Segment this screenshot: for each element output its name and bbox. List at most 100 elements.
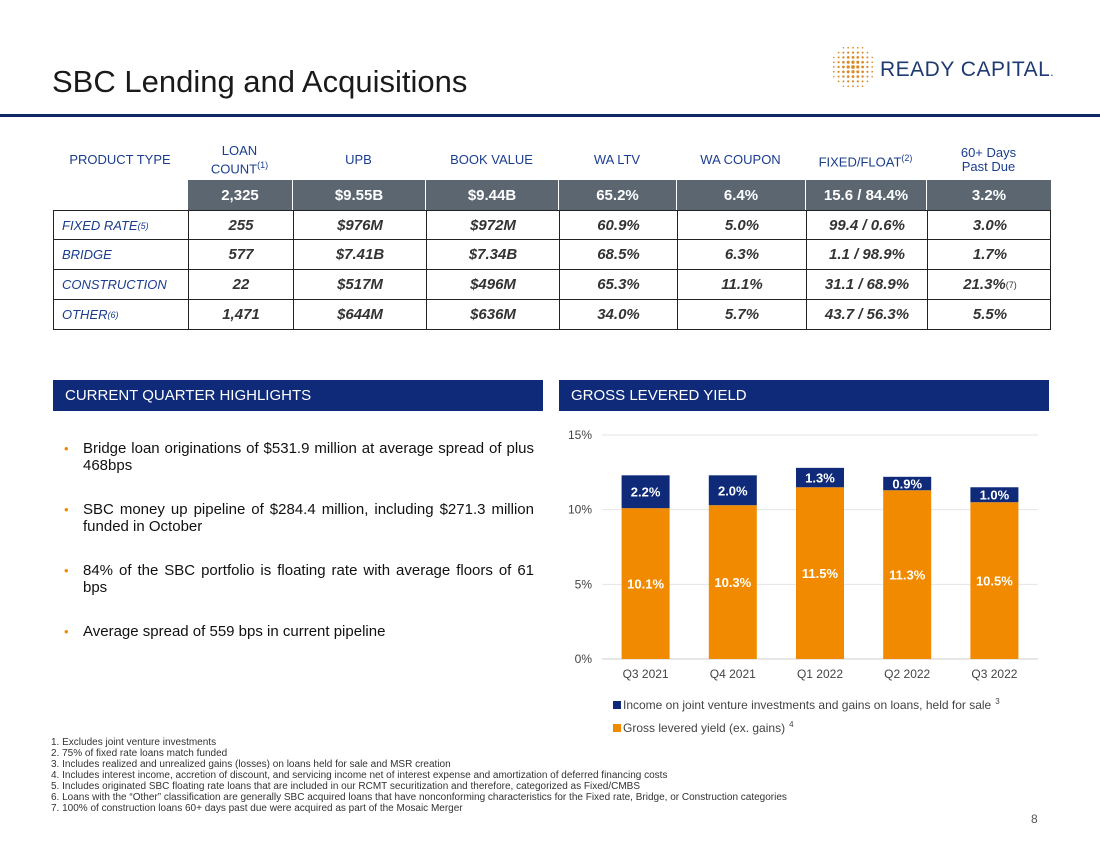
logo-dot xyxy=(837,80,840,83)
logo-dot xyxy=(856,51,859,54)
y-tick-label: 10% xyxy=(568,503,592,517)
logo-dot xyxy=(842,80,845,83)
highlights-list: • Bridge loan originations of $531.9 mill… xyxy=(64,440,534,667)
logo-dot xyxy=(837,56,840,59)
legend-footnote-ref: 4 xyxy=(789,720,794,729)
bar-jv-income xyxy=(708,475,757,506)
logo-dot xyxy=(846,56,850,59)
logo-dot xyxy=(842,75,845,78)
highlight-item: • Average spread of 559 bps in current pi… xyxy=(64,623,386,640)
logo-dot xyxy=(846,75,850,78)
data-label-gross-yield: 11.3% xyxy=(889,568,926,583)
logo-dot xyxy=(851,75,855,78)
total-cell: $9.55B xyxy=(292,180,425,210)
logo-dot xyxy=(837,65,840,69)
logo-dot xyxy=(856,46,859,49)
table-cell: 255 xyxy=(188,211,293,240)
x-tick-label: Q1 2022 xyxy=(797,667,843,681)
logo-dot xyxy=(847,85,850,88)
bullet-icon: • xyxy=(64,441,69,456)
table-cell: 1,471 xyxy=(188,300,293,329)
logo-dot xyxy=(861,51,864,54)
logo-text: READY CAPITAL. xyxy=(880,58,1055,81)
logo-dot xyxy=(837,51,840,54)
highlights-heading: CURRENT QUARTER HIGHLIGHTS xyxy=(53,380,543,411)
table-row: FIXED RATE (5) 255 $976M $972M 60.9% 5.0% 99.4 … xyxy=(53,210,1051,240)
page-title: SBC Lending and Acquisitions xyxy=(52,64,468,99)
logo-dot xyxy=(856,60,860,64)
logo-dot xyxy=(847,46,850,49)
footnote: 5. Includes originated SBC floating rate… xyxy=(51,781,641,792)
logo-dot xyxy=(871,61,874,64)
footnote: 2. 75% of fixed rate loans match funded xyxy=(51,748,228,759)
logo-dot xyxy=(851,60,855,64)
logo-dot xyxy=(846,65,850,69)
column-header-label: UPB xyxy=(345,152,372,167)
bar-jv-income xyxy=(970,487,1019,503)
logo-dot xyxy=(832,61,835,64)
bar-jv-income xyxy=(883,476,932,491)
data-label-jv-income: 0.9% xyxy=(892,477,922,492)
chart-svg: 0% 5% 10% 15% 10.1% 2.2% Q3 2021 10.3% 2.0% Q4 20… xyxy=(568,428,1038,735)
bar-gross-yield xyxy=(708,505,757,659)
logo-dot xyxy=(837,70,840,73)
logo-dot xyxy=(866,56,869,59)
logo-dot xyxy=(847,80,850,83)
table-cell: 5.7% xyxy=(677,300,806,329)
logo-dot xyxy=(861,75,864,78)
column-header: PRODUCT TYPE xyxy=(53,140,187,180)
highlight-item: • SBC money up pipeline of $284.4 million… xyxy=(64,501,534,535)
logo-dot xyxy=(842,70,845,74)
data-label-gross-yield: 11.5% xyxy=(802,566,839,581)
legend-label: Gross levered yield (ex. gains) xyxy=(623,721,785,735)
data-label-jv-income: 1.0% xyxy=(980,488,1010,503)
table-cell: $644M xyxy=(293,300,426,329)
legend-swatch xyxy=(613,701,621,709)
table-cell: 577 xyxy=(188,240,293,269)
data-label-jv-income: 2.2% xyxy=(631,485,661,500)
table-row: CONSTRUCTION 22 $517M $496M 65.3% 11.1% 31.1 /… xyxy=(53,270,1051,300)
logo-dot xyxy=(832,70,835,73)
table-row: OTHER (6) 1,471 $644M $636M 34.0% 5.7% 43.7 / 5… xyxy=(53,300,1051,330)
highlight-item: • Bridge loan originations of $531.9 mill… xyxy=(64,440,534,474)
logo-dot xyxy=(851,80,855,83)
table-cell: 99.4 / 0.6% xyxy=(806,211,927,240)
logo-dot xyxy=(842,85,845,87)
logo-dot xyxy=(861,70,864,74)
page-number: 8 xyxy=(1031,812,1038,826)
data-label-gross-yield: 10.3% xyxy=(714,575,751,590)
table-cell: 21.3% (7) xyxy=(927,270,1052,299)
logo-dot xyxy=(856,80,859,83)
table-cell: $976M xyxy=(293,211,426,240)
footnotes: 1. Excludes joint venture investments 2.… xyxy=(51,737,787,814)
bar-gross-yield xyxy=(796,487,844,659)
logo-dot xyxy=(851,56,855,59)
bullet-icon: • xyxy=(64,624,69,639)
table-cell: 6.3% xyxy=(677,240,806,269)
logo-dots-icon xyxy=(832,46,874,88)
logo-dot xyxy=(861,56,864,59)
table-cell: 1.1 / 98.9% xyxy=(806,240,927,269)
logo-dot xyxy=(852,46,854,49)
column-header-label: 60+ Days Past Due xyxy=(960,145,1017,174)
bar-jv-income xyxy=(621,475,670,509)
logo-dot xyxy=(856,65,860,69)
table-cell: 65.3% xyxy=(559,270,677,299)
logo-dot xyxy=(842,51,845,54)
logo-dot xyxy=(871,56,873,59)
table-cell: $7.41B xyxy=(293,240,426,269)
legend-footnote-ref: 3 xyxy=(995,697,1000,706)
table-cell: 1.7% xyxy=(927,240,1052,269)
logo-dot xyxy=(842,60,845,64)
logo-dot xyxy=(861,60,864,64)
product-type-cell: FIXED RATE (5) xyxy=(62,218,149,233)
column-header-label: WA LTV xyxy=(593,152,641,167)
logo-dot xyxy=(856,85,859,88)
column-header: FIXED/FLOAT(2) xyxy=(805,140,926,180)
column-header-label: LOAN COUNT(1) xyxy=(210,142,269,177)
logo-dot xyxy=(861,80,864,83)
column-header: 60+ Days Past Due xyxy=(926,140,1051,180)
logo-dot xyxy=(837,61,840,64)
column-header-label: PRODUCT TYPE xyxy=(69,152,171,167)
logo-dot xyxy=(866,70,869,73)
